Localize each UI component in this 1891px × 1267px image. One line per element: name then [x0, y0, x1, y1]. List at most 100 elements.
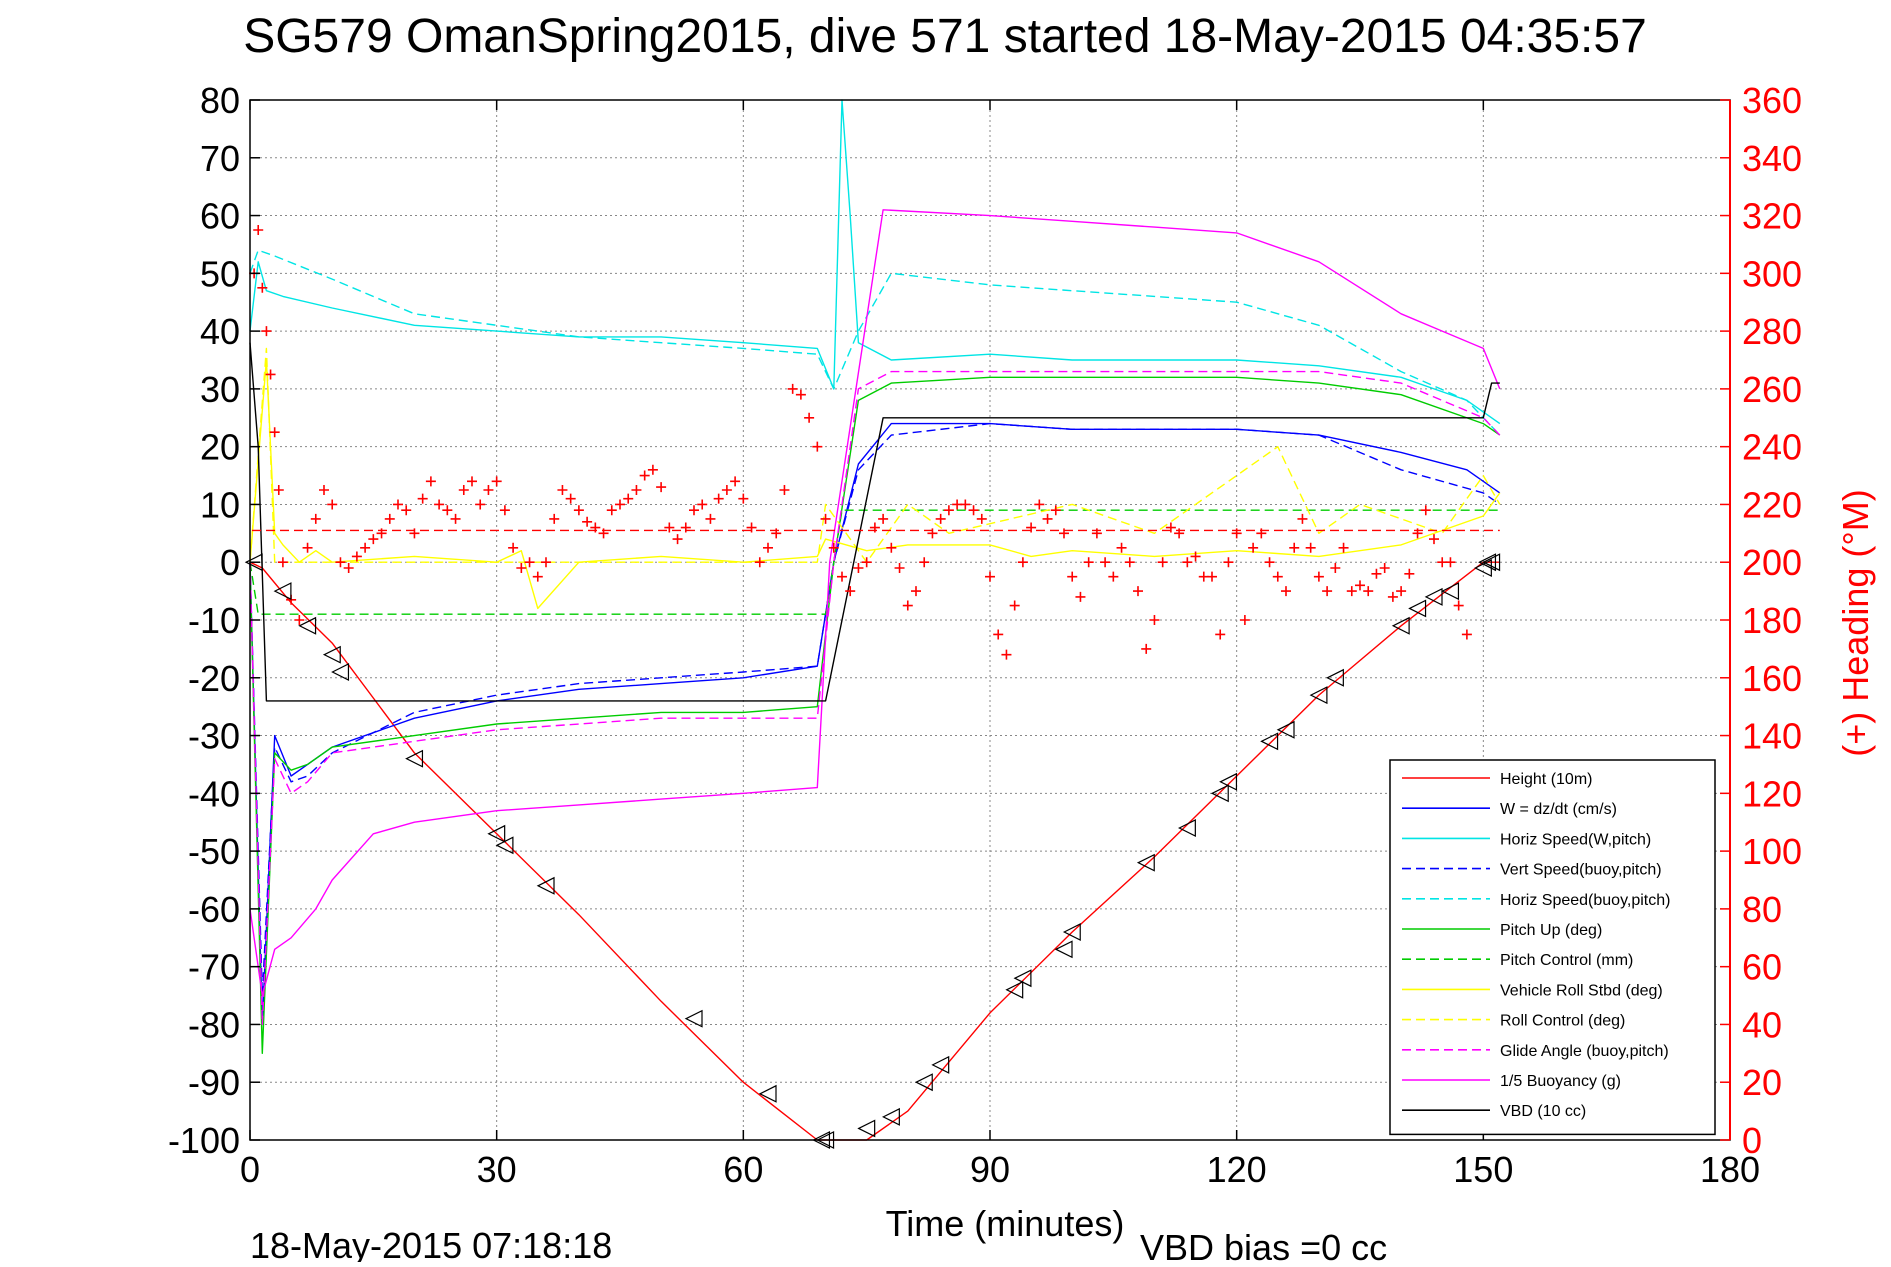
heading-point — [1363, 586, 1374, 597]
heading-point — [1174, 528, 1185, 539]
heading-point — [1239, 615, 1250, 625]
heading-point — [1338, 542, 1349, 553]
legend-label: Roll Control (deg) — [1500, 1013, 1625, 1030]
heading-point — [1042, 513, 1053, 524]
heading-point — [886, 542, 897, 553]
heading-point — [1289, 542, 1300, 553]
legend-label: Vehicle Roll Stbd (deg) — [1500, 982, 1663, 999]
heading-point — [1100, 557, 1111, 568]
heading-point — [384, 513, 395, 524]
y-right-tick-label: 220 — [1742, 484, 1802, 525]
height-marker — [758, 1084, 777, 1103]
heading-point — [393, 499, 403, 510]
heading-point — [1330, 563, 1341, 573]
height-marker — [273, 582, 292, 601]
heading-point — [269, 427, 280, 438]
y-left-tick-label: 70 — [200, 138, 240, 179]
heading-point — [1453, 600, 1464, 611]
y-right-tick-label: 60 — [1742, 947, 1782, 988]
heading-point — [265, 369, 276, 380]
y-right-tick-label: 120 — [1742, 773, 1802, 814]
height-marker — [1177, 819, 1196, 837]
heading-point — [960, 499, 971, 510]
marker-layer — [244, 553, 1501, 1149]
x-tick-label: 30 — [477, 1149, 517, 1190]
legend-box — [1389, 759, 1716, 1136]
heading-point — [689, 505, 699, 516]
y-right-tick-label: 20 — [1742, 1062, 1782, 1103]
heading-point — [1379, 563, 1390, 573]
height-marker — [1424, 587, 1443, 606]
height-marker — [1276, 720, 1295, 739]
heading-point — [310, 513, 321, 524]
heading-point — [1165, 522, 1176, 533]
heading-point — [1215, 629, 1226, 640]
heading-point — [1420, 505, 1431, 516]
heading-point — [499, 505, 510, 516]
heading-point — [409, 528, 420, 539]
legend-label: Height (10m) — [1500, 771, 1592, 788]
heading-point — [508, 542, 519, 553]
x-tick-label: 90 — [970, 1149, 1010, 1190]
heading-point — [1050, 505, 1061, 516]
heading-point — [524, 557, 535, 568]
heading-layer — [249, 225, 1500, 660]
y-left-tick-label: 30 — [200, 369, 240, 410]
y-left-tick-label: -80 — [188, 1004, 240, 1045]
heading-point — [1190, 551, 1201, 562]
heading-point — [302, 542, 313, 553]
chart-title: SG579 OmanSpring2015, dive 571 started 1… — [243, 10, 1647, 63]
heading-point — [491, 476, 502, 487]
heading-point — [565, 493, 576, 504]
y-axis-left: 80 70 60 50 40 30 20 10 0 -10 -20 -30 -40 -50 -60 -70 -8… — [168, 80, 260, 1161]
heading-point — [434, 499, 445, 510]
series-line-9 — [249, 370, 1501, 1026]
heading-point — [911, 586, 921, 597]
series-line-8 — [249, 347, 1501, 563]
height-marker — [1219, 772, 1238, 791]
series-line-11 — [249, 342, 1500, 702]
height-marker — [1013, 969, 1032, 988]
series-line-10 — [249, 209, 1501, 997]
heading-point — [787, 383, 798, 394]
heading-point — [1322, 586, 1333, 597]
heading-point — [442, 505, 453, 516]
heading-point — [730, 476, 741, 487]
heading-point — [779, 485, 790, 495]
heading-point — [257, 282, 268, 293]
height-marker — [322, 645, 341, 664]
y-right-tick-label: 100 — [1742, 831, 1802, 872]
legend-label: Pitch Control (mm) — [1500, 952, 1633, 969]
y-left-tick-label: -90 — [188, 1062, 240, 1103]
legend-label: 1/5 Buoyancy (g) — [1500, 1073, 1621, 1090]
y-right-tick-label: 320 — [1742, 196, 1802, 237]
heading-point — [541, 557, 551, 568]
legend-label: Horiz Speed(buoy,pitch) — [1500, 892, 1670, 909]
heading-point — [869, 522, 880, 533]
heading-point — [804, 412, 815, 423]
y-right-tick-label: 40 — [1742, 1004, 1782, 1045]
heading-point — [1149, 615, 1160, 625]
heading-point — [1001, 649, 1012, 660]
y-left-tick-label: -60 — [188, 889, 240, 930]
heading-point — [664, 522, 675, 533]
heading-point — [828, 542, 839, 553]
y-left-tick-label: 60 — [200, 196, 240, 237]
heading-point — [425, 476, 436, 487]
x-tick-label: 150 — [1453, 1149, 1513, 1190]
heading-point — [1017, 557, 1028, 568]
y-right-tick-label: 300 — [1742, 253, 1802, 294]
heading-point — [795, 389, 806, 400]
y-right-tick-label: 80 — [1742, 889, 1782, 930]
heading-point — [1141, 643, 1152, 654]
legend-label: W = dz/dt (cm/s) — [1500, 801, 1617, 818]
heading-point — [902, 600, 913, 611]
heading-point — [1412, 528, 1423, 539]
heading-point — [771, 528, 782, 539]
heading-point — [1231, 528, 1242, 539]
height-marker — [1482, 553, 1501, 572]
heading-point — [1182, 557, 1193, 568]
heading-point — [812, 441, 823, 452]
height-marker — [1441, 582, 1460, 601]
